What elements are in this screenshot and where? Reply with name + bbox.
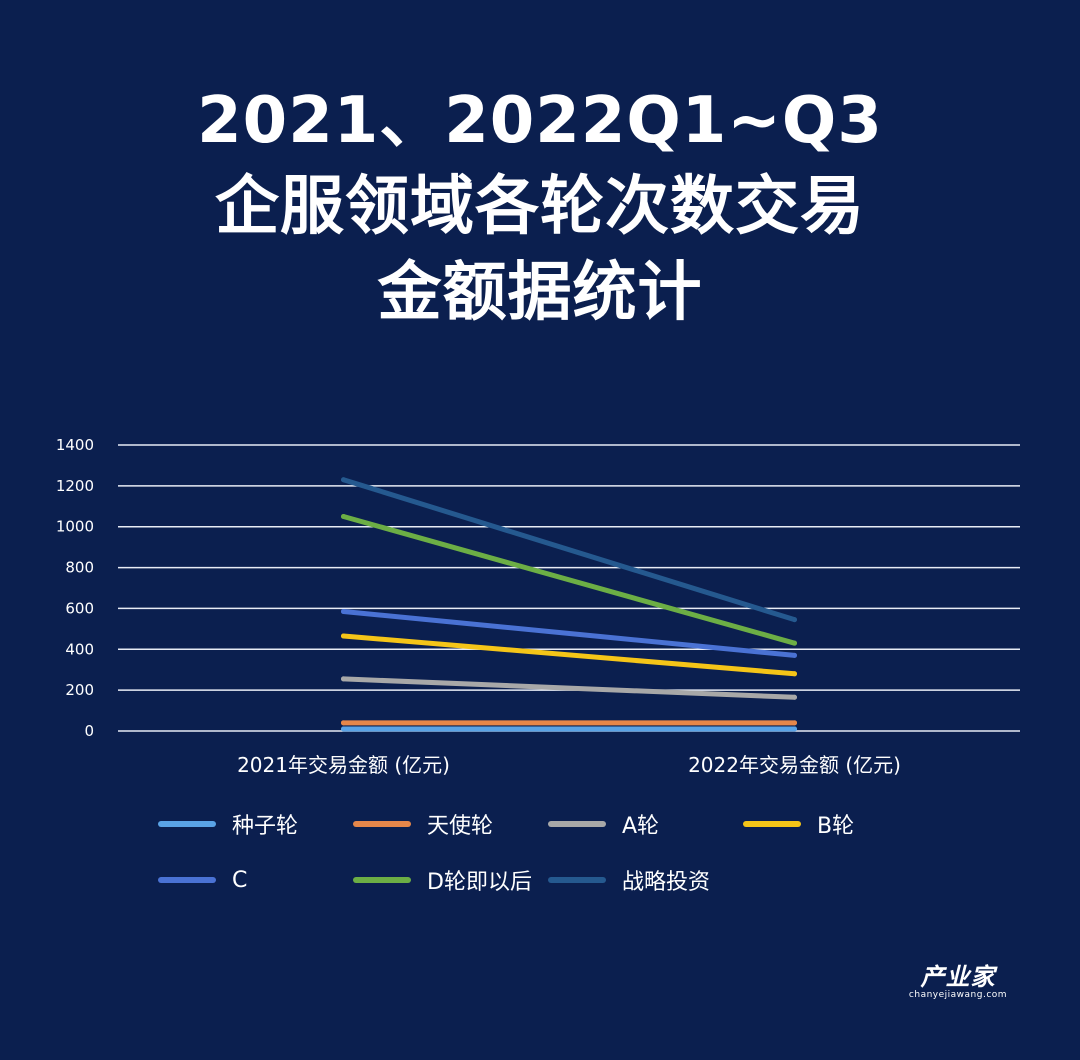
- legend-item: D轮即以后: [353, 862, 548, 898]
- y-axis-ticks: 0 200 400 600 800 1000 1200 1400: [56, 436, 94, 740]
- brand-logo: 产业家 chanyejiawang.com: [898, 964, 1018, 1001]
- series-line-4: [341, 608, 797, 658]
- legend-label: C: [232, 867, 248, 893]
- data-point: [792, 720, 797, 726]
- series-line-3: [341, 633, 797, 677]
- legend-swatch: [548, 821, 606, 827]
- title-line-2: 企服领域各轮次数交易: [215, 170, 865, 244]
- data-point: [792, 640, 797, 646]
- title-line-3: 金额据统计: [377, 256, 703, 330]
- data-point: [341, 676, 346, 682]
- legend-item: 天使轮: [353, 806, 548, 842]
- data-point: [341, 477, 346, 483]
- legend-item: 种子轮: [158, 806, 353, 842]
- x-category-label: 2021年交易金额 (亿元): [237, 753, 450, 777]
- legend-label: B轮: [817, 814, 855, 839]
- y-tick-label: 0: [84, 722, 94, 740]
- chart-title: 2021、2022Q1~Q3 企服领域各轮次数交易 金额据统计: [0, 78, 1080, 336]
- data-point: [792, 671, 797, 677]
- legend-swatch: [353, 821, 411, 827]
- legend-item: A轮: [548, 806, 743, 842]
- legend-label: A轮: [622, 814, 660, 839]
- series-line-6: [341, 477, 797, 623]
- legend-swatch: [353, 877, 411, 883]
- data-point: [792, 652, 797, 658]
- y-tick-label: 1000: [56, 518, 94, 536]
- title-line-1: 2021、2022Q1~Q3: [197, 84, 883, 158]
- legend-label: 天使轮: [427, 814, 494, 839]
- data-point: [792, 694, 797, 700]
- series-line-2: [341, 676, 797, 700]
- chart-legend: 种子轮 天使轮 A轮 B轮 C D轮即以后 战略投资: [158, 806, 918, 898]
- legend-label: D轮即以后: [427, 870, 532, 895]
- data-point: [341, 608, 346, 614]
- series-line-5: [341, 514, 797, 646]
- legend-swatch: [158, 877, 216, 883]
- data-point: [792, 726, 797, 732]
- data-point: [792, 617, 797, 623]
- legend-label: 战略投资: [622, 870, 711, 895]
- logo-text: 产业家: [920, 963, 996, 991]
- legend-swatch: [158, 821, 216, 827]
- data-point: [341, 514, 346, 519]
- legend-swatch: [548, 877, 606, 883]
- y-tick-label: 1200: [56, 477, 94, 495]
- x-category-label: 2022年交易金额 (亿元): [688, 753, 901, 777]
- data-point: [341, 720, 346, 726]
- legend-item: B轮: [743, 806, 918, 842]
- legend-item: C: [158, 862, 353, 898]
- legend-swatch: [743, 821, 801, 827]
- data-point: [341, 726, 346, 732]
- logo-url: chanyejiawang.com: [908, 990, 1008, 1000]
- legend-item: 战略投资: [548, 862, 743, 898]
- series-lines: [341, 477, 797, 732]
- y-tick-label: 600: [65, 599, 94, 617]
- y-tick-label: 1400: [56, 436, 94, 454]
- legend-label: 种子轮: [232, 814, 299, 839]
- y-tick-label: 400: [65, 640, 94, 658]
- data-point: [341, 633, 346, 639]
- y-tick-label: 800: [65, 559, 94, 577]
- y-tick-label: 200: [65, 681, 94, 699]
- x-axis-categories: 2021年交易金额 (亿元) 2022年交易金额 (亿元): [237, 753, 901, 777]
